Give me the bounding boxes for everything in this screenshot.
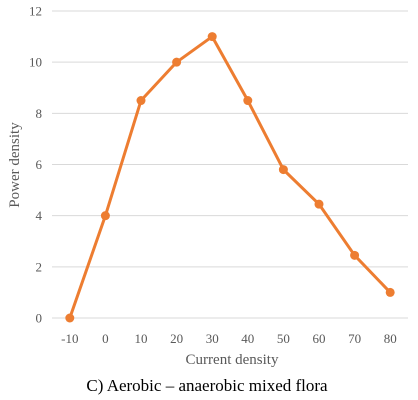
data-point [278,165,288,175]
y-tick-label: 2 [36,259,43,274]
data-point [385,287,395,297]
x-tick-label: -10 [61,331,78,346]
x-tick-label: 30 [206,331,219,346]
data-point [243,96,253,106]
data-point [136,96,146,106]
series-line [68,35,392,320]
x-tick-label: 10 [135,331,148,346]
y-tick-label: 6 [36,157,43,172]
data-point [100,211,110,221]
x-tick-label: 70 [348,331,361,346]
data-point [314,199,324,209]
chart-caption: C) Aerobic – anaerobic mixed flora [86,376,328,395]
y-tick-label: 8 [36,106,43,121]
y-axis-title: Power density [7,122,23,208]
x-tick-label: 20 [170,331,183,346]
x-tick-label: 40 [241,331,254,346]
y-tick-label: 0 [36,311,43,326]
data-series [65,32,395,323]
x-tick-label: 80 [384,331,397,346]
y-axis-ticks: 0 2 4 6 8 10 12 [29,4,43,326]
x-axis-ticks: -10 0 10 20 30 40 50 60 70 80 [61,331,397,346]
x-tick-label: 50 [277,331,290,346]
data-point [65,313,75,323]
data-point [172,57,182,67]
x-tick-label: 0 [102,331,109,346]
x-tick-label: 60 [313,331,326,346]
y-tick-label: 4 [36,208,43,223]
x-axis-title: Current density [186,352,279,368]
y-tick-label: 10 [29,55,42,70]
y-tick-label: 12 [29,4,42,19]
data-point [207,32,217,42]
gridlines [52,10,408,319]
data-point [350,250,360,260]
